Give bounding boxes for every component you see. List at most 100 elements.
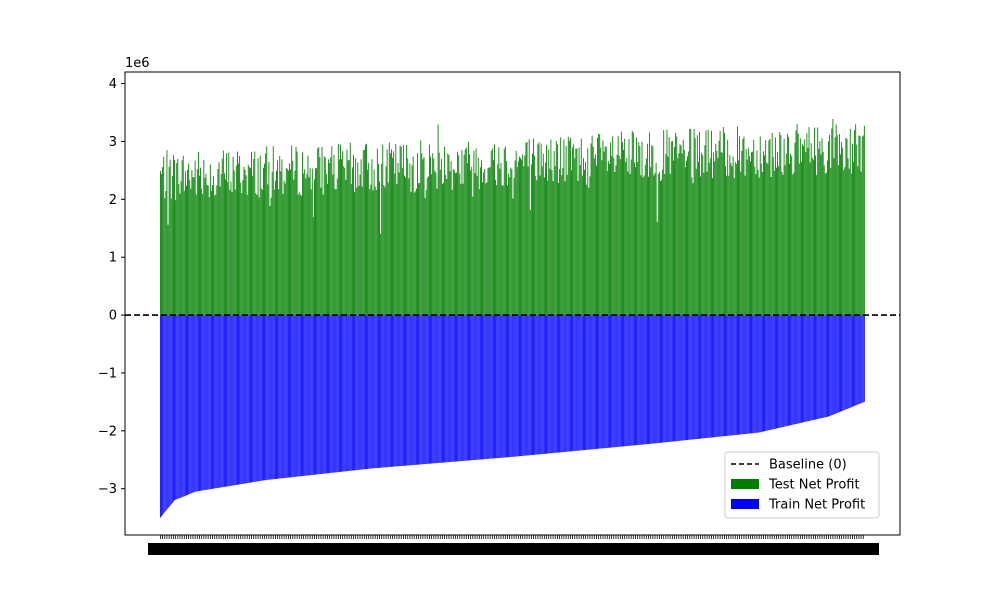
test-bar bbox=[568, 140, 570, 316]
train-bar bbox=[786, 315, 788, 426]
train-bar bbox=[375, 315, 377, 469]
test-bar bbox=[845, 137, 847, 316]
train-bar bbox=[810, 315, 812, 421]
train-bar bbox=[728, 315, 730, 436]
test-bar bbox=[256, 194, 258, 316]
test-bar bbox=[657, 173, 659, 316]
train-bar bbox=[336, 315, 338, 473]
train-bar bbox=[370, 315, 372, 469]
test-bar bbox=[488, 167, 490, 316]
test-bar bbox=[859, 136, 861, 316]
test-bar bbox=[289, 163, 290, 316]
train-bar bbox=[695, 315, 697, 440]
y-tick-label: −3 bbox=[98, 482, 117, 497]
test-bar bbox=[234, 189, 236, 316]
train-bar bbox=[848, 315, 850, 409]
test-bar bbox=[430, 156, 431, 316]
y-tick-label: 4 bbox=[109, 77, 117, 92]
test-bar bbox=[596, 165, 597, 316]
train-bar bbox=[585, 315, 587, 450]
train-bar bbox=[705, 315, 707, 439]
train-bar bbox=[609, 315, 610, 448]
test-bar bbox=[357, 162, 359, 316]
test-bar bbox=[580, 138, 582, 316]
train-bar bbox=[842, 315, 844, 411]
train-bar bbox=[401, 315, 403, 466]
train-bar bbox=[680, 315, 682, 441]
test-bar bbox=[503, 148, 505, 316]
train-bar bbox=[230, 315, 232, 486]
test-bar bbox=[220, 173, 222, 316]
test-bar bbox=[604, 146, 606, 316]
test-bar bbox=[663, 129, 665, 316]
train-bar bbox=[745, 315, 747, 434]
train-bar bbox=[298, 315, 300, 477]
train-bar bbox=[556, 315, 558, 453]
train-bar bbox=[667, 315, 669, 443]
train-bar bbox=[727, 315, 729, 436]
train-bar bbox=[815, 315, 816, 420]
test-bar bbox=[644, 164, 646, 316]
train-bar bbox=[415, 315, 417, 465]
test-bar bbox=[612, 136, 614, 316]
test-bar bbox=[856, 144, 858, 316]
test-bar bbox=[821, 138, 823, 316]
test-bar bbox=[633, 162, 635, 316]
train-bar bbox=[301, 315, 302, 477]
test-bar bbox=[340, 144, 341, 316]
test-bar bbox=[217, 168, 219, 316]
test-bar bbox=[374, 186, 376, 316]
train-bar bbox=[620, 315, 622, 447]
test-bar bbox=[780, 135, 782, 316]
train-bar bbox=[306, 315, 308, 476]
test-bar bbox=[245, 175, 247, 316]
test-bar bbox=[448, 155, 450, 316]
train-bar bbox=[633, 315, 635, 446]
test-bar bbox=[353, 155, 354, 316]
test-bar bbox=[324, 157, 326, 316]
test-bar bbox=[336, 178, 338, 316]
test-bar bbox=[743, 136, 745, 316]
test-bar bbox=[235, 165, 237, 316]
train-bar bbox=[587, 315, 589, 450]
train-bar bbox=[169, 315, 171, 506]
test-bar bbox=[849, 128, 851, 316]
test-bar bbox=[415, 188, 417, 316]
train-bar bbox=[838, 315, 840, 413]
train-bar bbox=[349, 315, 351, 471]
train-bar bbox=[859, 315, 861, 404]
train-bar bbox=[485, 315, 487, 460]
test-bar bbox=[801, 161, 802, 316]
test-bar bbox=[296, 151, 298, 316]
train-bar bbox=[712, 315, 713, 438]
test-bar bbox=[851, 143, 853, 316]
train-bar bbox=[606, 315, 608, 448]
test-bar bbox=[315, 168, 316, 316]
train-bar bbox=[384, 315, 386, 468]
train-bar bbox=[592, 315, 594, 450]
test-bar bbox=[261, 189, 263, 316]
train-bar bbox=[168, 315, 170, 507]
train-bar bbox=[523, 315, 525, 456]
test-bar bbox=[401, 167, 403, 316]
test-bar bbox=[348, 159, 350, 316]
train-bar bbox=[642, 315, 644, 445]
test-bar bbox=[227, 181, 229, 316]
train-bar bbox=[825, 315, 827, 417]
test-bar bbox=[677, 158, 679, 316]
test-bar bbox=[458, 155, 460, 316]
train-bar bbox=[232, 315, 234, 486]
train-bar bbox=[653, 315, 655, 444]
train-bar bbox=[463, 315, 465, 461]
train-bar bbox=[430, 315, 431, 464]
train-bar bbox=[824, 315, 826, 418]
train-bar bbox=[549, 315, 551, 454]
train-bar bbox=[344, 315, 346, 472]
train-bar bbox=[577, 315, 579, 451]
test-bar bbox=[271, 171, 273, 316]
test-bar bbox=[854, 130, 856, 316]
train-bar bbox=[755, 315, 757, 433]
test-bar bbox=[567, 136, 569, 316]
train-bar bbox=[252, 315, 254, 483]
test-bar bbox=[369, 189, 371, 316]
